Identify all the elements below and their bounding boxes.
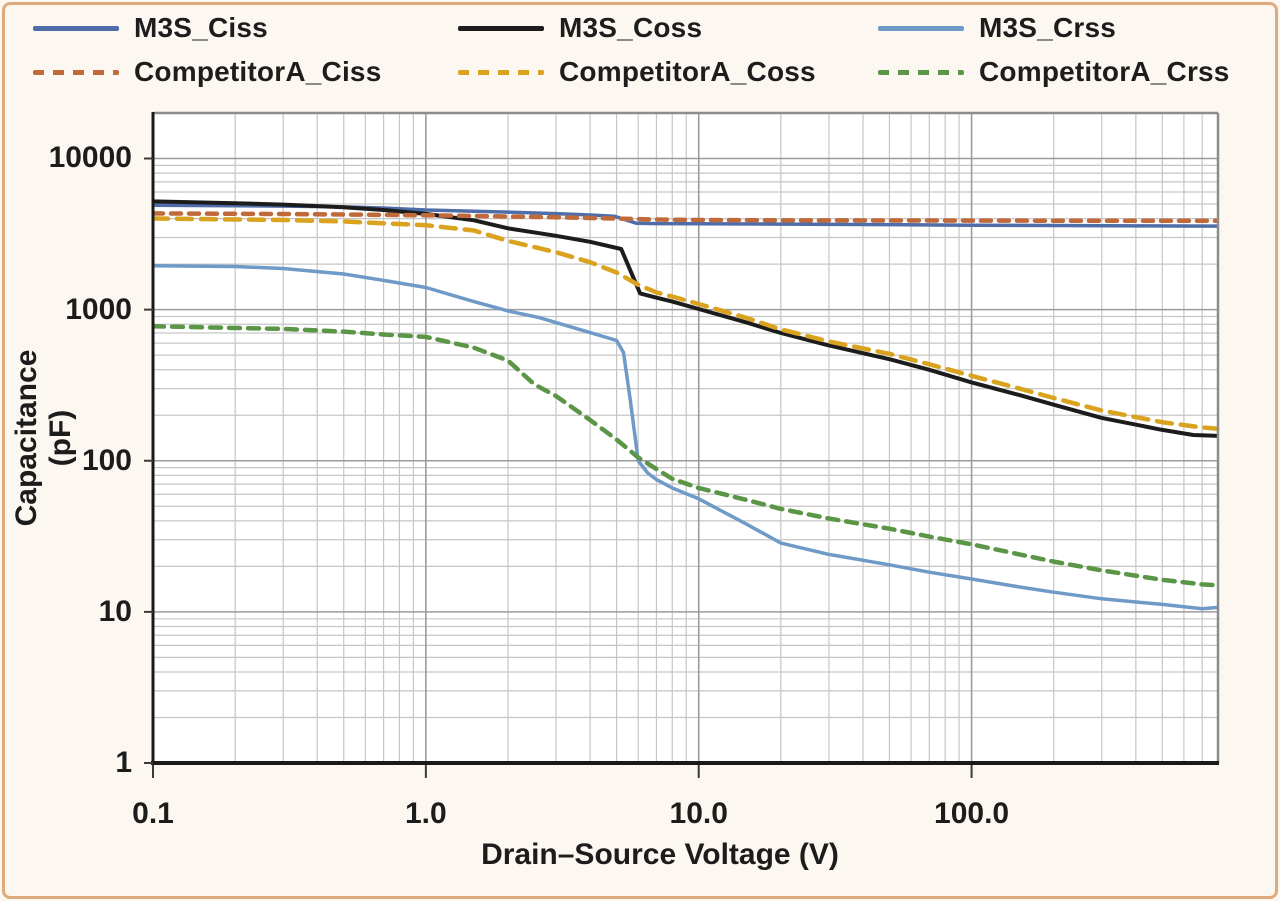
legend-swatch-m3s-ciss — [33, 25, 119, 31]
legend-label-competitora-coss: CompetitorA_Coss — [559, 56, 816, 87]
legend-item-m3s-crss: M3S_Crss — [878, 12, 1116, 44]
x-tick-label-10.0: 10.0 — [669, 797, 728, 830]
legend-swatch-competitora-ciss — [33, 69, 119, 75]
y-tick-label-100: 100 — [81, 443, 132, 477]
legend-item-competitora-ciss: CompetitorA_Ciss — [33, 56, 458, 88]
y-tick-label-1000: 1000 — [65, 292, 132, 326]
legend-item-m3s-ciss: M3S_Ciss — [33, 12, 458, 44]
y-tick-label-10: 10 — [98, 594, 132, 628]
series-M3S_Coss-line — [152, 199, 1219, 438]
legend-item-competitora-coss: CompetitorA_Coss — [458, 56, 878, 88]
y-tick-label-1: 1 — [115, 746, 132, 779]
series-M3S_Crss-line — [152, 264, 1219, 611]
legend: M3S_Ciss M3S_Coss M3S_Crss CompetitorA_C… — [0, 6, 1280, 94]
x-axis-title: Drain–Source Voltage (V) — [481, 838, 839, 871]
legend-swatch-m3s-crss — [878, 25, 964, 31]
legend-swatch-competitora-crss — [878, 69, 964, 75]
series-curves — [152, 199, 1219, 611]
legend-label-competitora-ciss: CompetitorA_Ciss — [134, 56, 382, 87]
legend-label-m3s-crss: M3S_Crss — [979, 12, 1117, 43]
x-tick-label-1.0: 1.0 — [405, 797, 447, 830]
legend-item-competitora-crss: CompetitorA_Crss — [878, 56, 1230, 88]
x-tick-label-100.0: 100.0 — [934, 797, 1010, 830]
legend-label-m3s-coss: M3S_Coss — [559, 12, 703, 43]
legend-swatch-competitora-coss — [458, 69, 544, 75]
grid-major — [153, 113, 1218, 763]
legend-row-1: M3S_Ciss M3S_Coss M3S_Crss — [0, 6, 1280, 50]
axis-tick-marks — [144, 157, 973, 778]
y-tick-label-10000: 10000 — [48, 141, 132, 175]
legend-label-competitora-crss: CompetitorA_Crss — [979, 56, 1230, 87]
series-CompetitorA_Crss-line — [152, 324, 1219, 588]
legend-item-m3s-coss: M3S_Coss — [458, 12, 878, 44]
legend-row-2: CompetitorA_Ciss CompetitorA_Coss Compet… — [0, 50, 1280, 94]
y-axis-title: Capacitance (pF) — [10, 349, 77, 527]
legend-swatch-m3s-coss — [458, 25, 544, 31]
grid-minor — [153, 113, 1218, 763]
series-CompetitorA_Ciss-line — [152, 211, 1219, 224]
plot-area — [153, 113, 1218, 763]
series-CompetitorA_Coss-line — [152, 216, 1219, 431]
x-tick-label-0.1: 0.1 — [132, 797, 174, 830]
legend-label-m3s-ciss: M3S_Ciss — [134, 12, 268, 43]
